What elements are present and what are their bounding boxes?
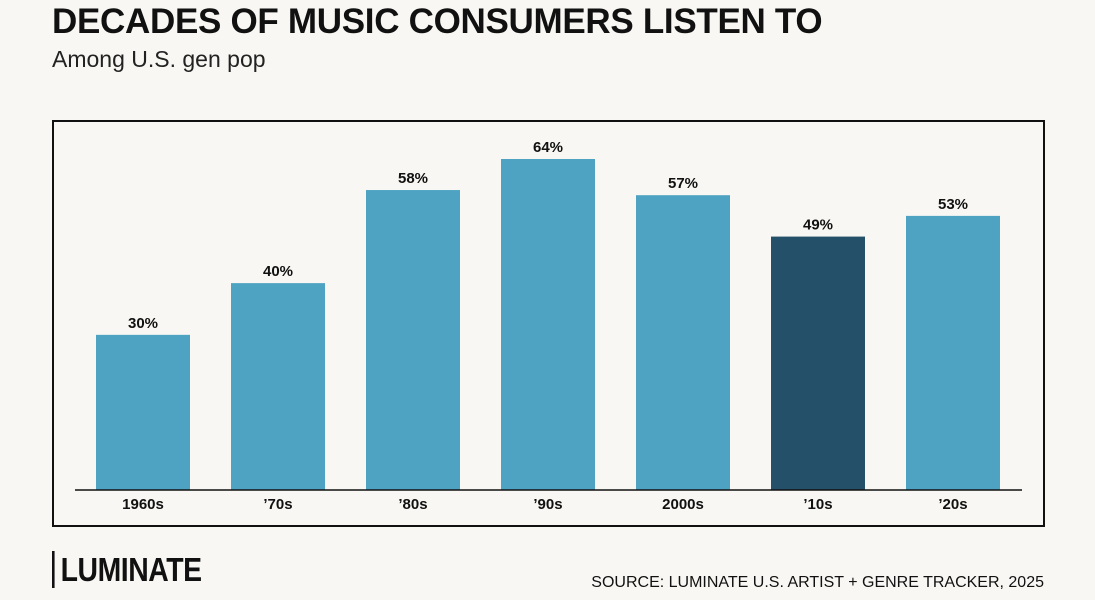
bar-chart: 30% 1960s 40% ’70s 58% ’80s 64% ’90s 57% 2000s 49%…: [75, 139, 1022, 513]
x-tick-label-1: ’70s: [263, 496, 292, 513]
x-tick-label-2: ’80s: [398, 496, 427, 513]
x-tick-label-6: ’20s: [938, 496, 967, 513]
x-tick-label-4: 2000s: [662, 496, 704, 513]
data-label-2: 58%: [398, 170, 428, 187]
bar-6: [906, 215, 1000, 490]
chart-subtitle: Among U.S. gen pop: [52, 46, 266, 72]
bar-3: [501, 159, 595, 490]
data-label-0: 30%: [128, 315, 158, 332]
data-label-6: 53%: [938, 196, 968, 213]
x-tick-label-3: ’90s: [533, 496, 562, 513]
luminate-logo: LUMINATE: [52, 551, 202, 588]
bar-0: [96, 334, 190, 490]
x-tick-label-5: ’10s: [803, 496, 832, 513]
chart-title: DECADES OF MUSIC CONSUMERS LISTEN TO: [52, 2, 823, 41]
data-label-3: 64%: [533, 139, 563, 156]
bar-4: [636, 195, 730, 490]
bar-1: [231, 283, 325, 490]
data-label-1: 40%: [263, 263, 293, 280]
x-tick-label-0: 1960s: [122, 496, 164, 513]
bar-5: [771, 236, 865, 490]
source-note: SOURCE: LUMINATE U.S. ARTIST + GENRE TRA…: [591, 574, 1044, 591]
bar-2: [366, 190, 460, 490]
data-label-5: 49%: [803, 217, 833, 234]
chart-frame: 30% 1960s 40% ’70s 58% ’80s 64% ’90s 57% 2000s 49%…: [52, 120, 1045, 527]
data-label-4: 57%: [668, 175, 698, 192]
